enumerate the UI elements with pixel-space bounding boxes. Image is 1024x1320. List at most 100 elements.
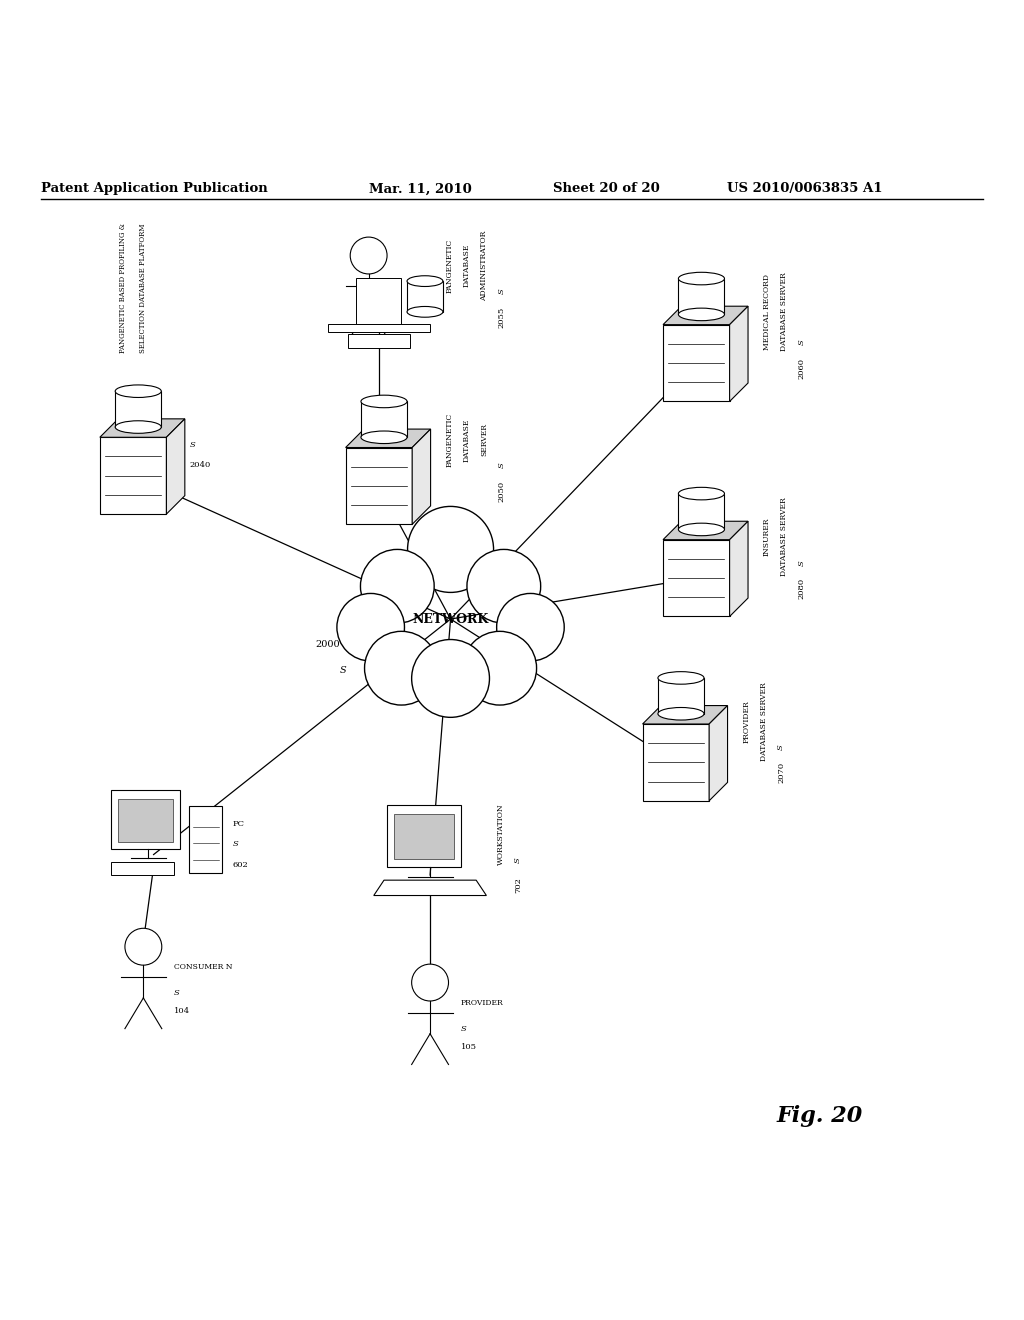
Circle shape xyxy=(412,639,489,717)
Text: S: S xyxy=(514,857,522,862)
Text: INSURER: INSURER xyxy=(763,517,771,556)
Polygon shape xyxy=(664,521,748,540)
Circle shape xyxy=(360,549,434,623)
Circle shape xyxy=(350,238,387,275)
Text: 105: 105 xyxy=(461,1043,477,1051)
Text: US 2010/0063835 A1: US 2010/0063835 A1 xyxy=(727,182,883,195)
Ellipse shape xyxy=(679,523,725,536)
Bar xyxy=(664,325,730,401)
Text: Sheet 20 of 20: Sheet 20 of 20 xyxy=(553,182,659,195)
Circle shape xyxy=(125,928,162,965)
Circle shape xyxy=(365,631,438,705)
Text: S: S xyxy=(232,841,239,849)
Text: 602: 602 xyxy=(232,861,248,869)
Circle shape xyxy=(408,507,494,593)
Bar xyxy=(348,334,410,347)
Text: 702: 702 xyxy=(514,878,522,894)
Text: PANGENETIC: PANGENETIC xyxy=(445,239,454,293)
Text: S: S xyxy=(340,665,346,675)
Polygon shape xyxy=(664,306,748,325)
Ellipse shape xyxy=(679,308,725,321)
Ellipse shape xyxy=(679,272,725,285)
Text: S: S xyxy=(498,462,506,469)
Polygon shape xyxy=(100,418,184,437)
Bar xyxy=(360,401,407,437)
Circle shape xyxy=(463,631,537,705)
Ellipse shape xyxy=(658,708,705,719)
Polygon shape xyxy=(729,521,748,616)
Text: MEDICAL RECORD: MEDICAL RECORD xyxy=(763,273,771,350)
Ellipse shape xyxy=(360,395,408,408)
Text: S: S xyxy=(174,989,180,997)
Bar xyxy=(679,494,725,529)
Text: 2080: 2080 xyxy=(798,578,806,599)
Text: PROVIDER: PROVIDER xyxy=(742,700,751,743)
Bar xyxy=(356,279,401,325)
Bar xyxy=(116,391,162,428)
Polygon shape xyxy=(412,429,430,524)
Bar xyxy=(387,805,461,867)
Text: Mar. 11, 2010: Mar. 11, 2010 xyxy=(369,182,471,195)
Text: S: S xyxy=(777,744,785,750)
Circle shape xyxy=(497,594,564,661)
Polygon shape xyxy=(729,306,748,401)
Polygon shape xyxy=(346,429,430,447)
Circle shape xyxy=(412,964,449,1001)
Ellipse shape xyxy=(679,487,725,500)
Ellipse shape xyxy=(360,432,408,444)
Text: SELECTION DATABASE PLATFORM: SELECTION DATABASE PLATFORM xyxy=(139,223,147,352)
Text: CONSUMER N: CONSUMER N xyxy=(174,964,232,972)
Text: DATABASE: DATABASE xyxy=(463,244,471,288)
Text: ADMINISTRATOR: ADMINISTRATOR xyxy=(480,231,488,301)
Text: 2070: 2070 xyxy=(777,762,785,783)
Bar xyxy=(407,281,442,312)
Polygon shape xyxy=(374,880,486,895)
Text: 2050: 2050 xyxy=(498,480,506,502)
Text: DATABASE SERVER: DATABASE SERVER xyxy=(780,498,788,577)
Ellipse shape xyxy=(116,421,162,433)
Polygon shape xyxy=(166,418,184,513)
Text: S: S xyxy=(498,289,506,294)
Bar xyxy=(100,437,166,513)
Text: 2040: 2040 xyxy=(189,462,211,470)
Text: S: S xyxy=(189,441,196,449)
Text: S: S xyxy=(461,1024,467,1032)
Bar xyxy=(118,800,173,842)
Circle shape xyxy=(337,594,404,661)
Bar xyxy=(189,807,222,873)
Ellipse shape xyxy=(116,385,162,397)
Bar xyxy=(111,862,174,875)
Text: SERVER: SERVER xyxy=(480,424,488,457)
Bar xyxy=(643,723,710,801)
Text: DATABASE: DATABASE xyxy=(463,418,471,462)
Text: WORKSTATION: WORKSTATION xyxy=(497,804,505,865)
Text: PC: PC xyxy=(232,820,245,828)
Text: PROVIDER: PROVIDER xyxy=(461,999,504,1007)
Polygon shape xyxy=(643,706,727,723)
Bar xyxy=(346,447,412,524)
Text: 104: 104 xyxy=(174,1007,190,1015)
Polygon shape xyxy=(709,706,727,801)
Text: NETWORK: NETWORK xyxy=(413,612,488,626)
Ellipse shape xyxy=(658,672,705,684)
Text: Patent Application Publication: Patent Application Publication xyxy=(41,182,267,195)
Text: PANGENETIC BASED PROFILING &: PANGENETIC BASED PROFILING & xyxy=(119,223,127,352)
Text: S: S xyxy=(798,560,806,565)
Text: 2055: 2055 xyxy=(498,306,506,327)
Ellipse shape xyxy=(407,276,443,286)
Text: 2060: 2060 xyxy=(798,358,806,379)
Bar xyxy=(664,540,730,616)
Text: S: S xyxy=(798,339,806,346)
Ellipse shape xyxy=(407,306,443,317)
Bar xyxy=(328,325,430,333)
Text: DATABASE SERVER: DATABASE SERVER xyxy=(760,682,768,760)
Bar xyxy=(394,813,454,858)
Text: PANGENETIC: PANGENETIC xyxy=(445,413,454,467)
Text: DATABASE SERVER: DATABASE SERVER xyxy=(780,272,788,351)
Text: Fig. 20: Fig. 20 xyxy=(776,1105,862,1127)
Bar xyxy=(679,279,725,314)
Bar xyxy=(658,678,705,714)
Circle shape xyxy=(467,549,541,623)
Bar xyxy=(111,791,180,850)
Text: 2000: 2000 xyxy=(315,640,340,649)
